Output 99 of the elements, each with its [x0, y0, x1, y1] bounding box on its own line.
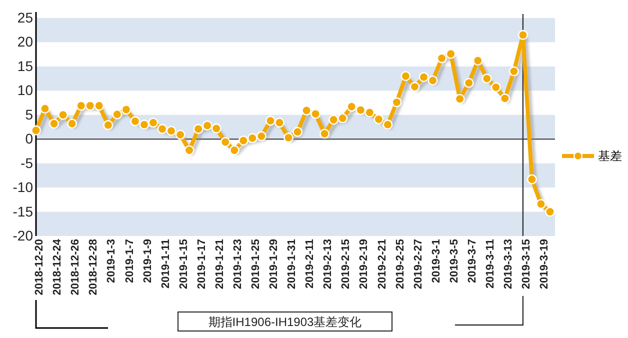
x-tick-label: 2019-3-7	[466, 239, 478, 284]
point	[256, 131, 266, 142]
point	[49, 118, 60, 129]
point	[283, 132, 294, 143]
point	[490, 82, 501, 92]
point	[544, 206, 556, 217]
point	[121, 104, 132, 115]
y-tick-label: 15	[17, 58, 34, 74]
x-tick-label: 2019-1-7	[124, 239, 136, 284]
y-tick-label: 25	[17, 9, 34, 26]
point	[464, 78, 474, 88]
x-tick-label: 2019-2-27	[412, 239, 424, 290]
x-tick-label: 2019-2-25	[394, 239, 406, 290]
x-tick-label: 2019-3-11	[484, 239, 496, 289]
point	[130, 116, 140, 126]
y-tick-label: -5	[20, 154, 34, 171]
x-tick-label: 2019-3-19	[538, 239, 551, 290]
point	[30, 125, 42, 136]
x-tick-label: 2018-12-24	[52, 238, 64, 296]
point	[274, 118, 284, 128]
x-tick-label: 2019-1-29	[268, 239, 280, 290]
y-tick-label: 0	[25, 130, 34, 147]
point	[482, 74, 492, 84]
point	[356, 105, 366, 116]
x-tick-label: 2018-12-28	[88, 239, 100, 296]
point	[500, 93, 510, 104]
point	[193, 124, 204, 134]
x-tick-label: 2019-1-17	[196, 239, 208, 290]
point	[454, 94, 465, 104]
point	[40, 104, 50, 114]
y-tick-label: 5	[25, 106, 34, 122]
point	[103, 120, 114, 130]
x-tick-label: 2019-2-13	[322, 239, 334, 290]
point	[526, 174, 537, 184]
point	[410, 82, 420, 92]
x-tick-label: 2019-2-15	[340, 239, 352, 290]
point	[472, 56, 483, 66]
point	[436, 53, 447, 64]
point	[446, 48, 456, 59]
point	[202, 120, 212, 131]
point	[94, 100, 104, 111]
point	[265, 116, 276, 126]
x-tick-label: 2019-1-23	[232, 239, 244, 290]
x-tick-label: 2018-12-26	[70, 239, 82, 296]
point	[175, 130, 186, 140]
point	[518, 30, 528, 40]
point	[67, 118, 78, 129]
point	[364, 107, 375, 118]
x-tick-label: 2019-2-21	[376, 239, 388, 290]
point	[536, 199, 546, 210]
point	[310, 108, 321, 119]
x-tick-label: 2019-2-19	[358, 239, 370, 290]
point	[76, 100, 86, 111]
x-tick-label: 2019-1-21	[214, 239, 226, 290]
x-tick-label: 2019-1-9	[142, 239, 154, 284]
point	[85, 100, 96, 111]
point	[302, 106, 312, 116]
x-tick-label: 2019-3-5	[448, 239, 460, 284]
point	[148, 118, 158, 128]
point	[58, 110, 68, 120]
point	[238, 136, 248, 146]
legend-label: 基差	[598, 149, 622, 164]
point	[247, 133, 258, 144]
point	[418, 72, 429, 82]
y-tick-label: -15	[12, 203, 34, 220]
x-tick-label: 2019-1-11	[160, 239, 172, 289]
point	[508, 66, 519, 76]
point	[320, 128, 330, 139]
point	[157, 124, 168, 134]
point	[139, 120, 150, 130]
x-tick-label: 2019-1-3	[106, 239, 118, 284]
x-tick-label: 2018-12-20	[34, 239, 46, 296]
point	[392, 97, 402, 108]
point	[211, 123, 222, 134]
x-tick-label: 2019-2-11	[304, 239, 316, 289]
point	[400, 71, 411, 82]
point	[338, 113, 348, 124]
x-tick-label: 2019-1-31	[286, 239, 298, 290]
x-tick-label: 2019-3-1	[430, 239, 442, 284]
x-tick-label: 2019-1-15	[178, 239, 190, 290]
point	[184, 145, 194, 156]
point	[382, 120, 393, 130]
point	[166, 126, 176, 136]
point	[112, 109, 122, 120]
y-tick-label: 10	[17, 82, 34, 98]
y-tick-label: -20	[12, 227, 34, 244]
x-tick-label: 2019-1-25	[250, 239, 262, 290]
y-tick-label: -10	[12, 179, 34, 196]
y-tick-label: 20	[17, 34, 34, 50]
point	[428, 75, 438, 86]
point	[292, 126, 303, 137]
point	[328, 114, 339, 125]
x-axis-title: 期指IH1906-IH1903基差变化	[208, 315, 362, 329]
x-tick-label: 2019-3-13	[502, 239, 515, 290]
point	[374, 114, 384, 124]
point	[346, 102, 357, 112]
point	[220, 137, 230, 148]
x-tick-label: 2019-3-15	[520, 239, 533, 290]
point	[229, 145, 240, 156]
